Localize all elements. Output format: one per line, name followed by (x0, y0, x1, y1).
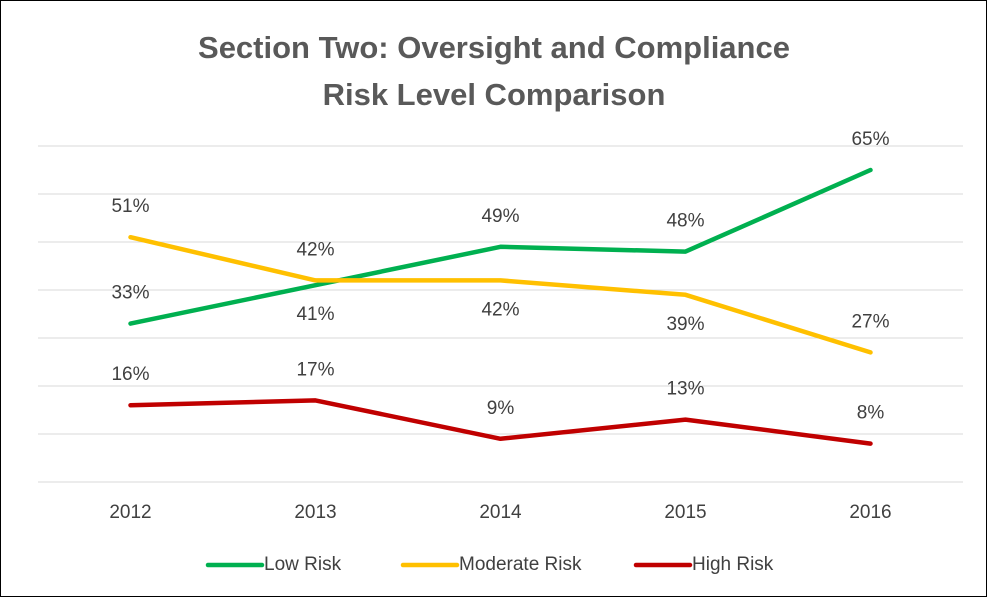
chart-title: Section Two: Oversight and Compliance (198, 30, 790, 65)
data-label: 9% (487, 398, 515, 419)
x-tick-label: 2016 (849, 502, 891, 523)
legend-label: High Risk (692, 554, 774, 575)
data-label: 48% (666, 211, 704, 232)
data-label: 65% (851, 129, 889, 150)
data-label: 49% (481, 206, 519, 227)
x-tick-label: 2012 (109, 502, 151, 523)
data-label: 13% (666, 379, 704, 400)
data-label: 42% (296, 239, 334, 260)
data-label: 42% (481, 299, 519, 320)
chart-title: Risk Level Comparison (323, 77, 666, 112)
data-label: 17% (296, 359, 334, 380)
data-label: 16% (111, 364, 149, 385)
x-tick-label: 2013 (294, 502, 336, 523)
data-label: 51% (111, 196, 149, 217)
x-tick-label: 2014 (479, 502, 522, 523)
x-tick-label: 2015 (664, 502, 706, 523)
line (128, 234, 873, 355)
line (128, 167, 873, 326)
line (128, 398, 873, 446)
data-label: 33% (111, 283, 149, 304)
data-label: 8% (857, 403, 885, 424)
data-label: 27% (851, 311, 889, 332)
legend-label: Low Risk (264, 554, 342, 575)
data-label: 41% (296, 304, 334, 325)
legend-label: Moderate Risk (459, 554, 582, 575)
data-label: 39% (666, 314, 704, 335)
